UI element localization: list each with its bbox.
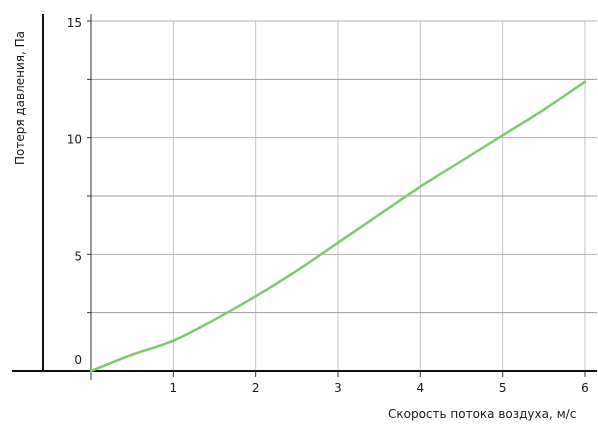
series bbox=[89, 80, 587, 373]
axes bbox=[12, 14, 597, 380]
x-tick-label: 6 bbox=[581, 381, 589, 395]
x-tick-label: 3 bbox=[334, 381, 342, 395]
y-tick-label: 15 bbox=[67, 16, 82, 30]
series-line bbox=[89, 80, 587, 373]
y-tick-label: 0 bbox=[74, 353, 82, 367]
x-tick-label: 5 bbox=[499, 381, 507, 395]
y-tick-label: 10 bbox=[67, 133, 82, 147]
x-tick-label: 2 bbox=[252, 381, 260, 395]
tick-labels: 1 2 3 4 5 6 0 5 10 15 bbox=[67, 16, 589, 395]
x-tick-label: 1 bbox=[170, 381, 178, 395]
x-axis-title: Скорость потока воздуха, м/с bbox=[388, 407, 576, 421]
y-tick-label: 5 bbox=[74, 249, 82, 263]
x-tick-label: 4 bbox=[417, 381, 425, 395]
grid bbox=[87, 20, 597, 377]
y-axis-title: Потеря давления, Па bbox=[13, 31, 27, 165]
